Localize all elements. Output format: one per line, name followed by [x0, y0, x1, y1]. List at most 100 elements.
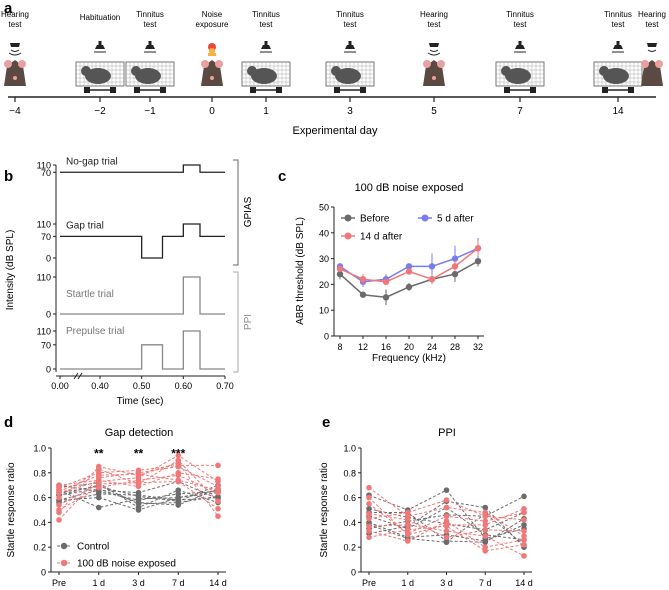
- x-tick-label: 24: [427, 342, 437, 352]
- y-axis-label: Startle response ratio: [319, 462, 330, 557]
- data-point: [474, 257, 482, 265]
- noise-data-point: [215, 513, 221, 519]
- event-label-line1: Tinnitus: [336, 10, 364, 19]
- gap-detection-chart: 0 0.2 0.4 0.6 0.8 1.0 Pre 1 d 3 d 7 d 14 d Gap dete…: [6, 427, 227, 588]
- noise-subject-line: [58, 480, 219, 510]
- legend-marker: [421, 214, 429, 222]
- timeline-day-label: 1: [263, 106, 269, 117]
- y-tick-label: 1.0: [343, 444, 356, 454]
- lamp-icon: [260, 41, 272, 53]
- trial-trace: [60, 223, 225, 259]
- noise-data-point: [215, 498, 221, 505]
- noise-data-point: [366, 501, 372, 507]
- event-label: Habituation: [80, 13, 120, 22]
- noise-data-point: [56, 509, 62, 516]
- noise-data-point: [482, 513, 489, 519]
- rodent-in-cage-icon: [75, 61, 125, 93]
- trial-trace: [60, 276, 225, 315]
- timeline-day-label: 7: [517, 106, 523, 117]
- trial-name: Prepulse trial: [66, 326, 124, 337]
- event-label: Tinnitus test: [252, 10, 280, 29]
- noise-data-point: [366, 510, 372, 517]
- legend-label: 14 d after: [360, 232, 403, 243]
- y-tick-label: 0.6: [33, 493, 46, 503]
- control-data-point: [521, 493, 527, 500]
- data-point: [359, 291, 367, 298]
- noise-data-point: [56, 502, 62, 508]
- rodent-head-icon: [201, 60, 223, 86]
- event-label-line1: Tinnitus: [506, 10, 534, 19]
- legend-marker: [60, 542, 68, 550]
- event-label: Tinnitus test: [136, 10, 164, 29]
- data-point: [428, 276, 436, 283]
- legend-label: 5 d after: [437, 214, 474, 225]
- panel-label-b: b: [4, 168, 13, 185]
- control-data-point: [135, 497, 142, 503]
- y-tick-label: 0.4: [343, 518, 356, 528]
- noise-data-point: [215, 505, 221, 512]
- event-label-line1: Tinnitus: [252, 10, 280, 19]
- trial-name: Gap trial: [66, 220, 104, 231]
- b-ylabel: Intensity (dB SPL): [5, 230, 16, 311]
- noise-data-point: [443, 504, 450, 511]
- noise-subject-line: [368, 520, 525, 548]
- data-point: [405, 263, 413, 270]
- y-tick-label: 0.2: [33, 543, 46, 553]
- noise-data-point: [482, 548, 489, 554]
- data-point: [405, 268, 413, 275]
- noise-data-point: [175, 477, 182, 484]
- noise-subject-line: [368, 525, 525, 552]
- control-data-point: [135, 507, 142, 513]
- noise-data-point: [443, 534, 450, 541]
- event-label: Noise exposure: [196, 10, 229, 29]
- event-label-line2: exposure: [196, 20, 229, 29]
- ppi-bracket: [233, 271, 239, 373]
- noise-data-point: [521, 517, 527, 523]
- event-label-line1: Tinnitus: [136, 10, 164, 19]
- event-label: Hearing test: [1, 10, 29, 29]
- noise-data-point: [95, 463, 102, 470]
- y-tick-label: 0.6: [343, 493, 356, 503]
- x-tick-label: 1 d: [401, 578, 414, 588]
- data-point: [428, 263, 436, 270]
- noise-data-point: [443, 523, 450, 529]
- event-label-line2: test: [260, 20, 274, 29]
- y-tick-label: 0: [41, 568, 46, 578]
- chart-title: PPI: [438, 427, 456, 439]
- noise-data-point: [215, 476, 221, 482]
- data-point: [336, 265, 344, 273]
- x-tick-label: Pre: [52, 578, 66, 588]
- x-tick-label: 12: [358, 342, 368, 352]
- control-data-point: [95, 494, 102, 501]
- chart-title: 100 dB noise exposed: [355, 182, 464, 194]
- noise-data-point: [482, 533, 489, 539]
- speaker-icon: [427, 43, 441, 56]
- noise-data-point: [366, 528, 372, 534]
- speaker-icon: [8, 43, 22, 56]
- noise-data-point: [443, 518, 450, 524]
- rodent-head-icon: [4, 60, 26, 86]
- axis-break-icon: [73, 372, 83, 380]
- b-xlabel: Time (sec): [117, 396, 164, 407]
- event-label-line1: Hearing: [638, 10, 666, 19]
- x-tick-label: 14 d: [515, 578, 533, 588]
- x-tick-label: 16: [381, 342, 391, 352]
- data-point: [405, 283, 413, 291]
- x-tick-label: 14 d: [209, 578, 227, 588]
- noise-data-point: [366, 515, 372, 522]
- noise-data-point: [482, 527, 489, 533]
- gpias-bracket: [233, 159, 239, 266]
- control-subject-line: [368, 506, 525, 541]
- noise-data-point: [404, 517, 411, 523]
- x-tick-label: 7 d: [479, 578, 492, 588]
- y-tick-label: 30: [319, 254, 329, 264]
- timeline-day-label: −2: [94, 106, 106, 117]
- noise-data-point: [135, 471, 142, 477]
- x-tick-label: 1 d: [92, 578, 105, 588]
- event-label-line2: test: [144, 20, 158, 29]
- b-xtick-label: 0.00: [51, 381, 69, 391]
- b-xtick-label: 0.50: [133, 381, 151, 391]
- noise-data-point: [443, 513, 450, 519]
- noise-data-point: [215, 462, 221, 469]
- noise-subject-line: [368, 497, 525, 536]
